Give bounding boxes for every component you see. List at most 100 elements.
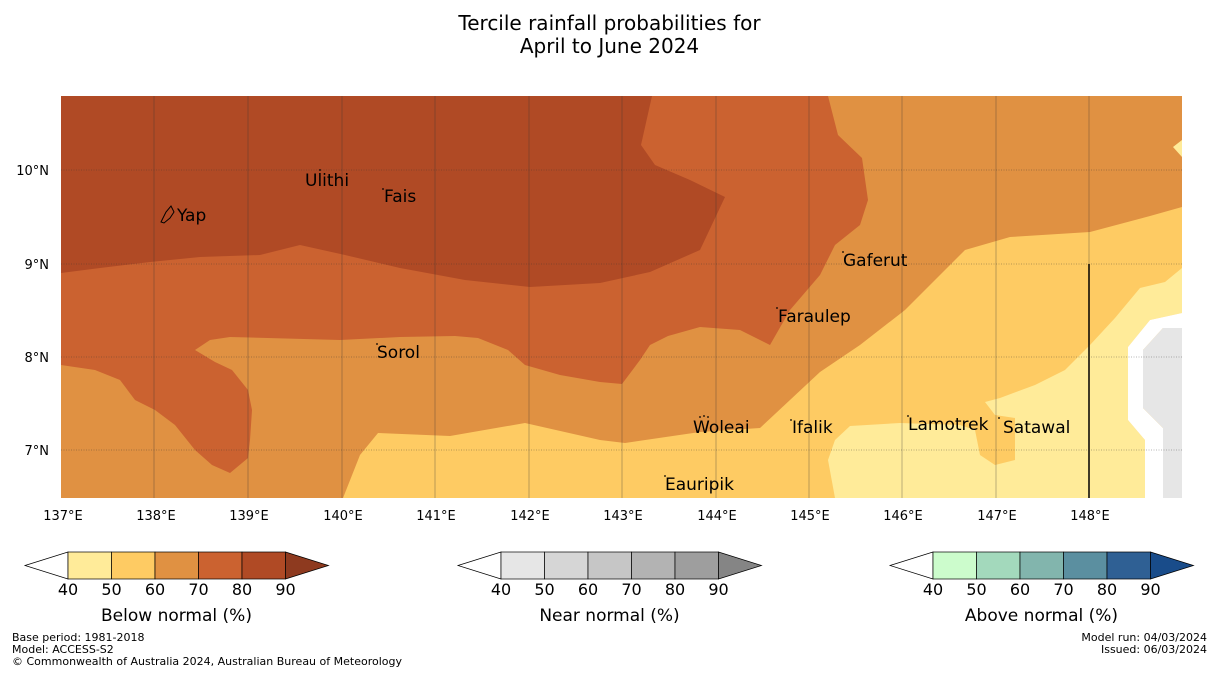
colorbar-near-label: Near normal (%) — [539, 606, 680, 626]
island-dot-sorol — [376, 343, 378, 345]
colorbar-below-label: Below normal (%) — [101, 606, 252, 626]
island-dot-gaferut — [842, 251, 844, 253]
colorbar-above-tick: 70 — [1053, 580, 1073, 599]
colorbar-below-segment — [154, 551, 199, 580]
region-below-40-50-notch — [1173, 140, 1182, 157]
colorbar-above: 40 50 60 70 80 90 — [888, 551, 1195, 599]
colorbar-above-segment — [1063, 551, 1108, 580]
lon-tick-138: 138°E — [136, 509, 176, 524]
lon-tick-143: 143°E — [603, 509, 643, 524]
colorbar-below: 40 50 60 70 80 90 — [23, 551, 330, 599]
island-dot-faraulep — [776, 307, 778, 309]
map-title: Tercile rainfall probabilities for April… — [0, 12, 1219, 58]
lon-tick-141: 141°E — [416, 509, 456, 524]
footer-issued: Issued: 06/03/2024 — [1100, 643, 1207, 656]
lon-tick-148: 148°E — [1070, 509, 1110, 524]
colorbar-above-tick: 40 — [923, 580, 943, 599]
colorbar-above-extend-low — [888, 551, 934, 580]
footer-right: Model run: 04/03/2024 Issued: 06/03/2024 — [1081, 632, 1207, 656]
colorbar-below-segment — [241, 551, 286, 580]
lon-tick-140: 140°E — [323, 509, 363, 524]
colorbar-near-tick: 70 — [621, 580, 641, 599]
colorbar-above-segment — [1106, 551, 1151, 580]
lat-tick-9: 9°N — [25, 258, 50, 273]
place-ulithi: Ulithi — [305, 171, 349, 191]
place-yap: Yap — [176, 206, 206, 226]
lon-tick-145: 145°E — [790, 509, 830, 524]
place-faraulep: Faraulep — [778, 307, 851, 327]
colorbar-below-segment — [67, 551, 112, 580]
lon-tick-147: 147°E — [977, 509, 1017, 524]
place-eauripik: Eauripik — [665, 475, 734, 495]
footer-left: Base period: 1981-2018 Model: ACCESS-S2 … — [12, 632, 402, 668]
colorbar-near-segment — [500, 551, 545, 580]
graticule-lat — [61, 169, 1182, 451]
place-ifalik: Ifalik — [792, 418, 833, 438]
colorbar-above-tick: 60 — [1010, 580, 1030, 599]
region-below-40-50-east — [828, 268, 1182, 498]
island-dot-ulithi — [319, 169, 321, 171]
colorbar-below-tick: 60 — [145, 580, 165, 599]
yap-island-outline — [160, 205, 175, 224]
lon-tick-146: 146°E — [883, 509, 923, 524]
place-lamotrek: Lamotrek — [908, 415, 989, 435]
colorbar-below-tick: 70 — [188, 580, 208, 599]
island-dots — [319, 169, 1000, 477]
footer-model-run: Model run: 04/03/2024 — [1081, 631, 1207, 644]
colorbar-above-segment — [1019, 551, 1064, 580]
colorbar-below-tick: 40 — [58, 580, 78, 599]
colorbar-near-tick: 80 — [665, 580, 685, 599]
region-below-50-60 — [343, 207, 1182, 498]
colorbar-near-tick: 60 — [578, 580, 598, 599]
colorbar-below-segment — [111, 551, 156, 580]
lon-tick-144: 144°E — [697, 509, 737, 524]
colorbar-below-segment — [198, 551, 243, 580]
colorbar-near-segment — [544, 551, 589, 580]
colorbar-below-tick: 50 — [101, 580, 121, 599]
island-dot-ifalik — [790, 419, 792, 421]
colorbar-near: 40 50 60 70 80 90 — [456, 551, 763, 599]
colorbar-below-tick: 80 — [232, 580, 252, 599]
footer-copyright: © Commonwealth of Australia 2024, Austra… — [12, 655, 402, 668]
lon-tick-137: 137°E — [43, 509, 83, 524]
colorbar-above-tick: 90 — [1140, 580, 1160, 599]
island-dot-satawal — [998, 417, 1000, 419]
footer-base-period: Base period: 1981-2018 — [12, 631, 145, 644]
island-dot-woleai-1 — [699, 416, 701, 418]
region-near-outline — [1128, 313, 1182, 498]
place-satawal: Satawal — [1003, 418, 1070, 438]
place-woleai: Woleai — [693, 418, 750, 438]
lon-tick-139: 139°E — [229, 509, 269, 524]
title-line-1: Tercile rainfall probabilities for — [458, 11, 761, 35]
colorbar-below-tick: 90 — [275, 580, 295, 599]
lon-tick-142: 142°E — [510, 509, 550, 524]
island-dot-woleai-2 — [703, 415, 705, 417]
colorbar-above-tick: 50 — [966, 580, 986, 599]
colorbar-above-extend-high — [1150, 551, 1195, 580]
colorbar-above-segment — [976, 551, 1021, 580]
island-dot-woleai-3 — [707, 416, 709, 418]
colorbar-near-extend-low — [456, 551, 502, 580]
graticule — [153, 96, 1090, 498]
colorbar-near-tick: 90 — [708, 580, 728, 599]
place-gaferut: Gaferut — [843, 251, 908, 271]
colorbar-near-extend-high — [718, 551, 763, 580]
island-dot-fais — [382, 188, 384, 190]
region-near-40-50 — [1143, 328, 1182, 498]
region-below-80-90 — [61, 96, 725, 287]
lat-tick-8: 8°N — [25, 351, 50, 366]
lat-tick-10: 10°N — [16, 164, 49, 179]
colorbar-below-extend-high — [285, 551, 330, 580]
footer-model: Model: ACCESS-S2 — [12, 643, 114, 656]
colorbar-above-segment — [932, 551, 977, 580]
colorbar-above-tick: 80 — [1097, 580, 1117, 599]
place-sorol: Sorol — [377, 343, 420, 363]
colorbar-near-tick: 50 — [534, 580, 554, 599]
colorbar-near-tick: 40 — [491, 580, 511, 599]
title-line-2: April to June 2024 — [519, 34, 700, 58]
colorbar-above-label: Above normal (%) — [964, 606, 1119, 626]
lat-tick-7: 7°N — [25, 444, 50, 459]
colorbar-near-segment — [587, 551, 632, 580]
place-fais: Fais — [384, 187, 416, 207]
